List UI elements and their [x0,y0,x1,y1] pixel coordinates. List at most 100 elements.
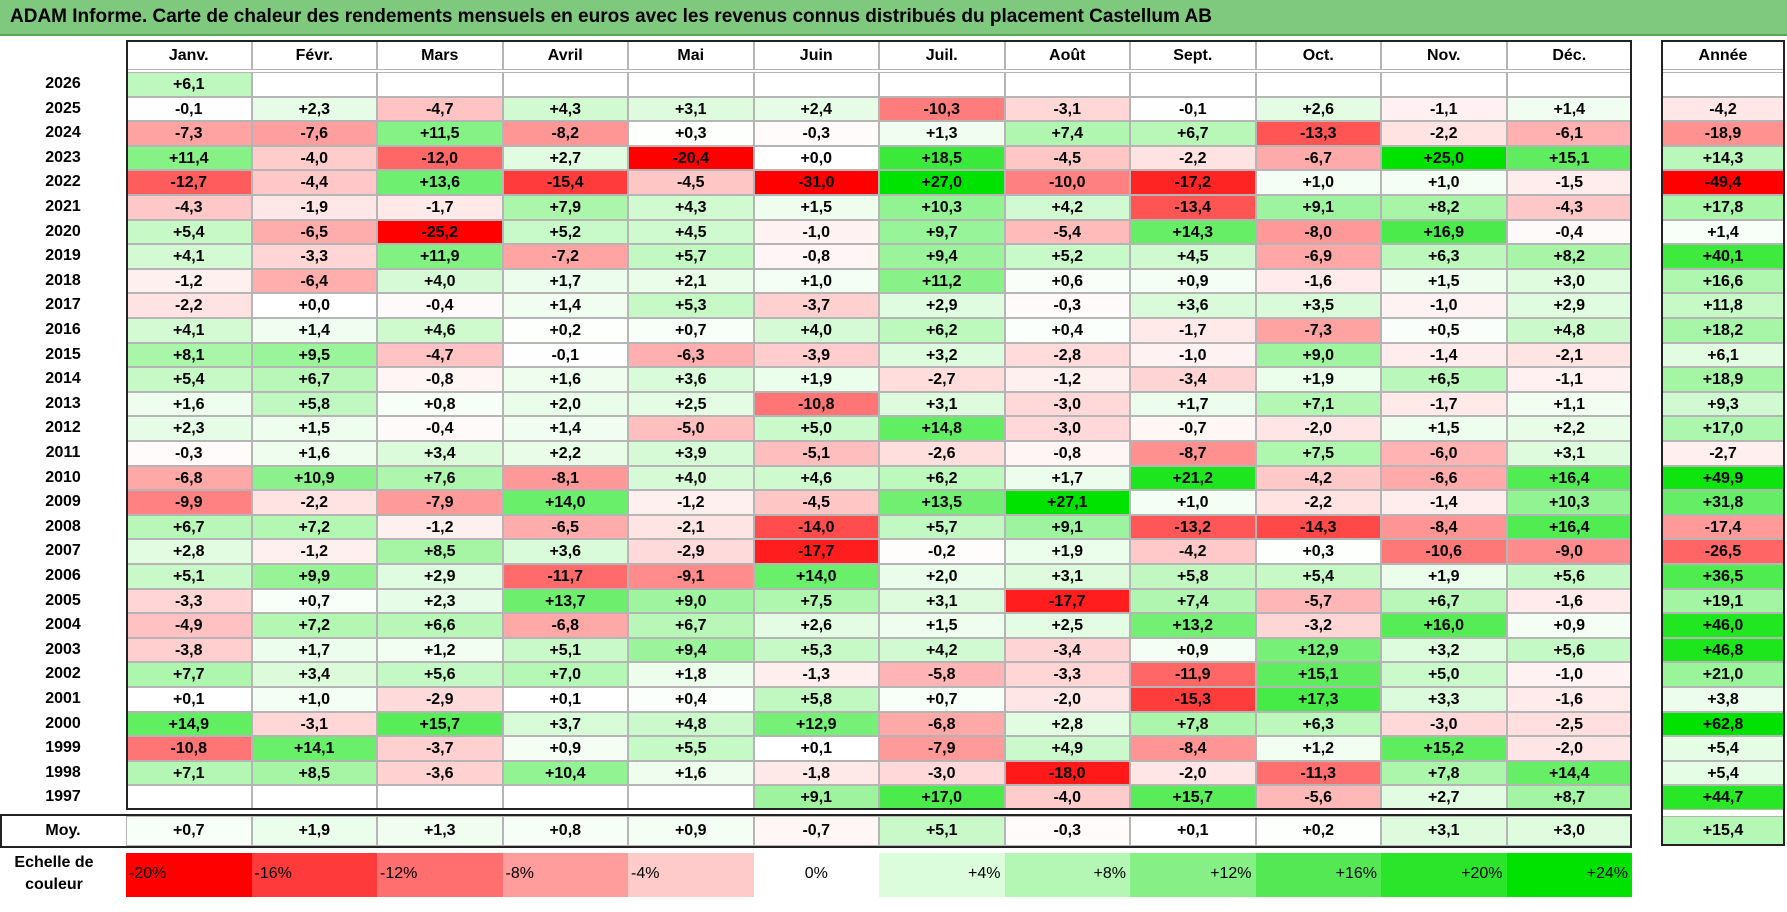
heatmap-cell: +3,2 [1381,637,1507,663]
month-header: Mai [628,40,754,70]
heatmap-cell: +7,4 [1004,121,1130,146]
heatmap-cell [1004,72,1130,97]
heatmap-cell [1130,72,1256,97]
heatmap-cell: +6,2 [879,318,1005,343]
heatmap-cell: +0,9 [1506,613,1632,638]
heatmap-cell [251,785,377,810]
heatmap-cell: -11,3 [1255,760,1381,786]
heatmap-cell: -1,6 [1255,268,1381,294]
heatmap-cell: -15,4 [502,170,628,195]
heatmap-cell: -14,0 [753,514,879,540]
annual-cell: +18,2 [1661,318,1785,343]
heatmap-cell: -1,0 [1381,293,1507,318]
heatmap-cell: +2,8 [1004,711,1130,737]
heatmap-cell: +5,4 [126,367,252,392]
heatmap-cell [753,72,879,97]
annual-cell: +5,4 [1661,736,1785,761]
heatmap-cell: +1,1 [1506,391,1632,417]
heatmap-cell: +0,4 [628,687,754,712]
heatmap-cell: -6,7 [1255,145,1381,171]
heatmap-cell: +2,7 [502,145,628,171]
annual-cell: +19,1 [1661,588,1785,614]
heatmap-cell: +6,7 [126,514,252,540]
heatmap-cell: +6,7 [628,613,754,638]
year-label: 2000 [45,714,81,732]
heatmap-cell: +3,6 [628,367,754,392]
heatmap-cell: +13,6 [377,170,503,195]
heatmap-cell: -1,7 [377,195,503,220]
year-label: 2010 [45,468,81,486]
heatmap-cell: -1,1 [1506,367,1632,392]
heatmap-cell: +1,7 [1130,391,1256,417]
heatmap-cell: +1,0 [753,268,879,294]
heatmap-cell: -20,4 [628,145,754,171]
heatmap-cell: -7,3 [126,121,252,146]
year-label: 2009 [45,493,81,511]
annual-cell: +40,1 [1661,244,1785,269]
color-scale-step: -8% [502,853,628,897]
heatmap-cell: -1,8 [753,760,879,786]
heatmap-cell: +7,2 [251,514,377,540]
heatmap-cell: -4,2 [1130,539,1256,564]
average-cell: +1,9 [251,816,377,846]
heatmap-cell: -13,4 [1130,195,1256,220]
annual-cell: +1,4 [1661,219,1785,245]
heatmap-cell: +2,5 [1004,613,1130,638]
year-label: 2012 [45,419,81,437]
year-label: 1997 [45,788,81,806]
heatmap-cell: +16,4 [1506,465,1632,491]
annual-cell: -4,2 [1661,96,1785,122]
heatmap-cell: +1,9 [1004,539,1130,564]
heatmap-cell: +13,5 [879,490,1005,515]
heatmap-cell: +5,3 [628,293,754,318]
year-label: 1998 [45,763,81,781]
heatmap-cell: +5,4 [1255,564,1381,589]
heatmap-cell: -4,0 [251,145,377,171]
average-cell: -0,3 [1004,816,1130,846]
color-scale-step: +20% [1381,853,1507,897]
heatmap-cell: +7,1 [126,760,252,786]
heatmap-cell: +14,8 [879,416,1005,441]
heatmap-cell: -1,0 [753,219,879,245]
heatmap-cell: -2,2 [1381,121,1507,146]
heatmap-cell: -3,6 [377,760,503,786]
heatmap-cell: +9,1 [753,785,879,810]
color-scale-step: +16% [1255,853,1381,897]
heatmap-cell: -10,8 [753,391,879,417]
heatmap-cell: +2,2 [1506,416,1632,441]
heatmap-cell: +14,1 [251,736,377,761]
heatmap-cell: -3,7 [377,736,503,761]
heatmap-cell: +1,0 [1255,170,1381,195]
heatmap-cell: -6,5 [251,219,377,245]
heatmap-cell: +10,3 [879,195,1005,220]
heatmap-cell: +4,8 [628,711,754,737]
heatmap-cell: -0,4 [377,416,503,441]
heatmap-cell: +0,7 [251,588,377,614]
annual-cell: +21,0 [1661,662,1785,687]
heatmap-cell: -4,9 [126,613,252,638]
heatmap-cell: +11,4 [126,145,252,171]
heatmap-cell: +14,4 [1506,760,1632,786]
heatmap-cell: +7,8 [1130,711,1256,737]
heatmap-cell: +2,9 [377,564,503,589]
heatmap-cell: -1,9 [251,195,377,220]
average-cell: +3,0 [1506,816,1632,846]
year-label: 2011 [45,444,81,461]
heatmap-cell: +8,7 [1506,785,1632,810]
heatmap-cell: +17,3 [1255,687,1381,712]
heatmap-cell: +1,4 [1506,96,1632,122]
heatmap-cell: -1,0 [1130,342,1256,368]
heatmap-cell: +14,9 [126,711,252,737]
heatmap-cell: -4,3 [126,195,252,220]
heatmap-cell: +9,9 [251,564,377,589]
heatmap-cell: -2,0 [1004,687,1130,712]
heatmap-cell: -17,7 [753,539,879,564]
heatmap-cell: +18,5 [879,145,1005,171]
heatmap-cell: +4,1 [126,318,252,343]
heatmap-cell: -0,3 [753,121,879,146]
heatmap-cell: +1,7 [1004,465,1130,491]
heatmap-cell: -4,0 [1004,785,1130,810]
heatmap-cell: -0,8 [1004,441,1130,466]
heatmap-cell: +14,0 [502,490,628,515]
annual-cell: +17,0 [1661,416,1785,441]
